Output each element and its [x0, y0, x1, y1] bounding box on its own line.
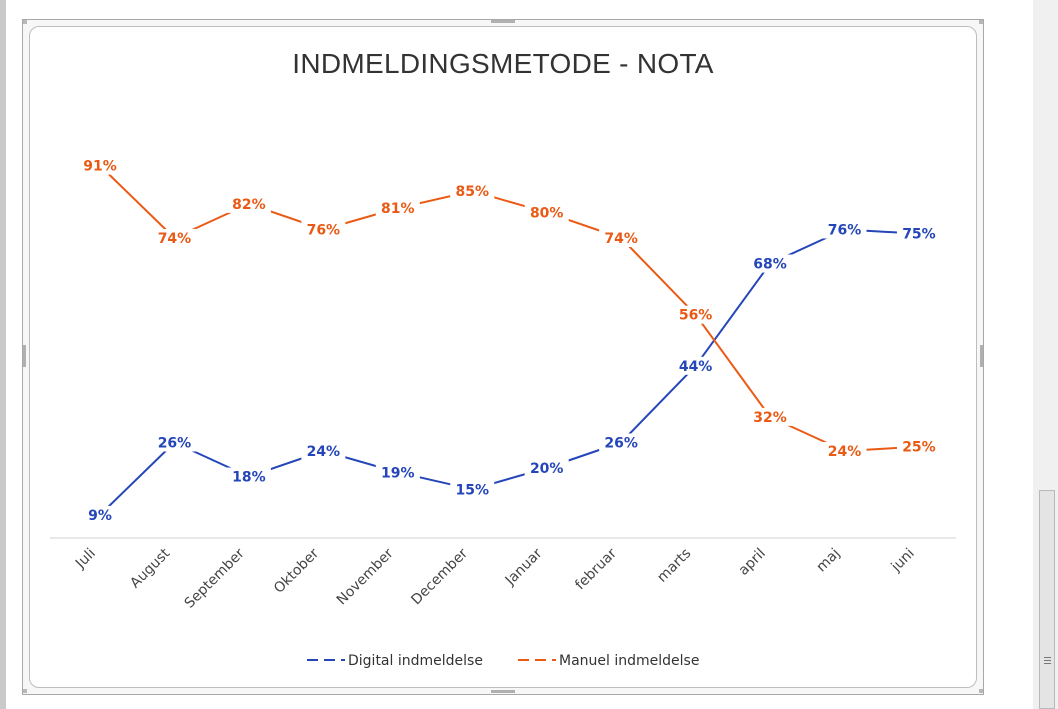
data-label-background	[524, 459, 569, 478]
data-label[interactable]: 75%	[902, 227, 936, 243]
data-label-background	[822, 220, 867, 239]
data-label-background	[375, 199, 420, 218]
data-label[interactable]: 18%	[232, 470, 266, 486]
legend[interactable]: Digital indmeldelse Manuel indmeldelse	[307, 653, 699, 669]
resize-handle-bottom-left[interactable]	[23, 689, 27, 693]
chart-title[interactable]: INDMELDINGSMETODE - NOTA	[292, 48, 714, 79]
data-label[interactable]: 26%	[158, 435, 192, 451]
data-label[interactable]: 9%	[88, 508, 112, 524]
data-label-background	[896, 224, 941, 243]
resize-handle-bottom[interactable]	[491, 690, 515, 693]
resize-handle-left[interactable]	[23, 345, 26, 367]
x-tick-label: maj	[814, 546, 844, 576]
x-tick-label: marts	[654, 546, 694, 586]
data-label[interactable]: 80%	[530, 205, 564, 221]
x-tick-label: Juli	[72, 546, 99, 573]
data-label[interactable]: 68%	[753, 257, 787, 273]
data-label[interactable]: 82%	[232, 197, 266, 213]
data-label[interactable]: 19%	[381, 465, 415, 481]
data-label-background	[822, 442, 867, 460]
series-layer	[99, 164, 920, 516]
x-tick-label: Oktober	[271, 545, 322, 596]
data-label[interactable]: 74%	[604, 231, 638, 247]
resize-handle-bottom-right[interactable]	[979, 689, 983, 693]
x-tick-label: December	[408, 545, 471, 608]
data-label-background	[524, 203, 569, 222]
data-label[interactable]: 25%	[902, 440, 936, 456]
data-label-background	[673, 356, 718, 375]
data-label-background	[673, 305, 718, 324]
chart-area[interactable]	[29, 26, 977, 688]
series-line-digital[interactable]	[99, 228, 920, 516]
data-label-background	[152, 229, 197, 247]
data-label-background	[78, 156, 122, 175]
resize-handle-top[interactable]	[491, 20, 515, 23]
x-tick-labels: Juli August September Oktober November Decemb…	[72, 545, 918, 611]
data-label-background	[896, 437, 941, 456]
data-label[interactable]: 76%	[307, 222, 341, 238]
data-label[interactable]: 44%	[679, 359, 713, 375]
data-label[interactable]: 81%	[381, 201, 415, 217]
series-line-manuel[interactable]	[99, 164, 920, 452]
x-tick-label: juni	[888, 546, 918, 576]
x-tick-label: November	[334, 545, 397, 608]
data-label[interactable]: 56%	[679, 308, 713, 324]
resize-handle-top-right[interactable]	[979, 20, 983, 24]
data-label[interactable]: 85%	[455, 184, 489, 200]
data-labels-layer: 9% 26% 18% 24% 19% 15% 20% 26% 44% 68% 76% 75% 91% 74…	[78, 156, 941, 524]
data-label[interactable]: 24%	[828, 444, 862, 460]
data-label-background	[748, 254, 793, 273]
legend-entry-digital[interactable]: Digital indmeldelse	[348, 653, 483, 669]
data-label-background	[226, 467, 271, 486]
data-label-background	[301, 220, 346, 239]
data-label-background	[78, 505, 122, 524]
x-tick-label: Januar	[502, 545, 546, 589]
data-label-background	[599, 229, 644, 247]
data-label-background	[301, 442, 346, 460]
data-label[interactable]: 74%	[158, 231, 192, 247]
data-label-background	[450, 182, 495, 201]
x-tick-label: August	[127, 545, 173, 591]
data-label-background	[375, 463, 420, 482]
x-tick-label: September	[182, 545, 248, 611]
resize-handle-top-left[interactable]	[23, 20, 27, 24]
data-label-background	[152, 433, 197, 452]
data-label[interactable]: 32%	[753, 410, 787, 426]
left-window-edge	[0, 0, 6, 709]
data-label[interactable]: 76%	[828, 222, 862, 238]
scrollbar-grip-icon	[1044, 657, 1051, 664]
data-label[interactable]: 24%	[307, 444, 341, 460]
data-label-background	[226, 194, 271, 213]
data-label-background	[748, 407, 793, 426]
data-label-background	[599, 433, 644, 452]
data-label[interactable]: 91%	[83, 159, 117, 175]
data-label[interactable]: 20%	[530, 461, 564, 477]
x-tick-label: april	[736, 546, 769, 579]
x-tick-label: februar	[572, 545, 620, 593]
data-label[interactable]: 15%	[455, 482, 489, 498]
legend-entry-manuel[interactable]: Manuel indmeldelse	[559, 653, 699, 669]
resize-handle-right[interactable]	[980, 345, 983, 367]
data-label-background	[450, 480, 495, 499]
data-label[interactable]: 26%	[604, 435, 638, 451]
